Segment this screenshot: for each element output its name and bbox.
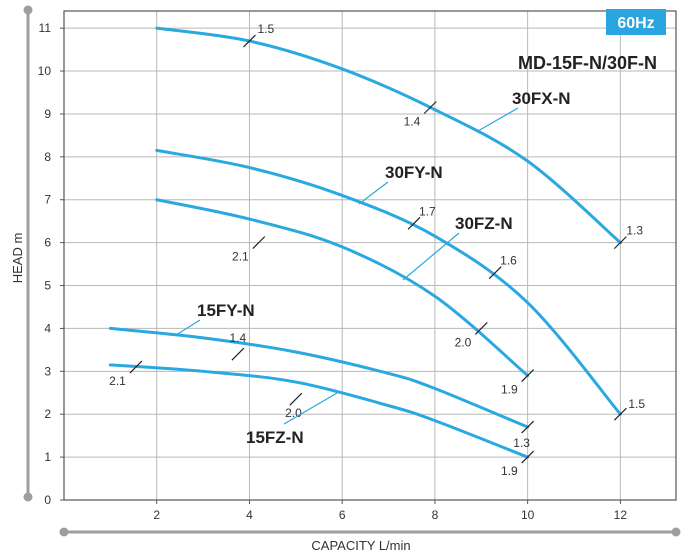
- series-name-label: 15FZ-N: [246, 428, 304, 447]
- y-axis-title: HEAD m: [10, 233, 25, 284]
- plot-frame: [63, 10, 677, 501]
- y-tick-label: 7: [44, 193, 51, 207]
- frequency-badge: [606, 9, 666, 35]
- efficiency-slash: [613, 407, 627, 421]
- frequency-badge-text: 60Hz: [617, 15, 654, 32]
- y-axis-rail-dot: [23, 492, 33, 502]
- labels: 60Hz MD-15F-N/30F-N CAPACITY L/min HEAD …: [10, 9, 666, 553]
- efficiency-label: 1.5: [257, 22, 274, 36]
- efficiency-label: 1.4: [404, 115, 421, 129]
- series-leader-line: [283, 392, 338, 425]
- x-tick-label: 4: [246, 508, 253, 522]
- x-tick-label: 2: [153, 508, 160, 522]
- efficiency-label: 1.4: [230, 331, 247, 345]
- series-line-30fz-n: [155, 198, 530, 378]
- x-tick-label: 6: [339, 508, 346, 522]
- series-leader-line: [477, 107, 519, 132]
- efficiency-slash: [521, 420, 535, 434]
- series-name-label: 30FZ-N: [455, 214, 513, 233]
- efficiency-label: 1.9: [501, 464, 518, 478]
- efficiency-slash: [289, 392, 303, 406]
- chart-title: MD-15F-N/30F-N: [518, 53, 657, 73]
- y-tick-label: 3: [44, 364, 51, 378]
- efficiency-slash: [243, 34, 256, 48]
- y-tick-label: 0: [44, 493, 51, 507]
- series-lines: [108, 26, 622, 459]
- series-leader-line: [358, 181, 389, 205]
- y-tick-label: 11: [39, 21, 52, 35]
- series-name-label: 30FX-N: [512, 89, 571, 108]
- y-tick-label: 4: [44, 321, 51, 335]
- y-tick-label: 2: [44, 407, 51, 421]
- efficiency-slash: [423, 101, 437, 114]
- series-line-15fz-n: [108, 363, 530, 459]
- y-tick-label: 6: [44, 236, 51, 250]
- efficiency-slash: [252, 236, 266, 250]
- efficiency-label: 2.1: [232, 250, 249, 264]
- x-tick-label: 12: [614, 508, 628, 522]
- efficiency-slash: [521, 369, 535, 383]
- efficiency-label: 2.1: [109, 374, 126, 388]
- efficiency-label: 1.6: [500, 254, 517, 268]
- efficiency-label: 1.5: [628, 397, 645, 411]
- x-tick-label: 10: [521, 508, 535, 522]
- efficiency-slash: [613, 236, 627, 250]
- series-line-15fy-n: [108, 326, 530, 429]
- efficiency-slash: [521, 450, 535, 464]
- series-line-30fy-n: [155, 148, 622, 416]
- y-axis-rail-dot: [23, 5, 33, 15]
- y-tick-label: 9: [44, 107, 51, 121]
- efficiency-slash: [407, 216, 421, 230]
- y-tick-label: 8: [44, 150, 51, 164]
- y-tick-label: 1: [44, 450, 51, 464]
- efficiency-label: 1.3: [626, 224, 643, 238]
- efficiency-label: 1.9: [501, 383, 518, 397]
- series-leader-line: [402, 232, 460, 281]
- efficiency-slash: [474, 321, 488, 335]
- efficiency-label: 2.0: [455, 335, 472, 349]
- efficiency-label: 2.0: [285, 406, 302, 420]
- x-axis-title: CAPACITY L/min: [311, 538, 410, 553]
- efficiency-slash: [231, 347, 245, 361]
- efficiency-annotations: 1.5 1.4 1.3 1.7 1.6 1.5 2.1 2.0 1.9 1.4 1.3 2.1 2.0 1…: [109, 22, 645, 478]
- efficiency-label: 1.3: [513, 436, 530, 450]
- y-tick-label: 10: [38, 64, 52, 78]
- efficiency-label: 1.7: [419, 204, 436, 218]
- efficiency-slash: [129, 360, 143, 374]
- grid: [64, 11, 676, 501]
- x-tick-label: 8: [432, 508, 439, 522]
- x-axis-rail-dot: [59, 527, 69, 537]
- x-axis-rail-dot: [671, 527, 681, 537]
- y-tick-label: 5: [44, 279, 51, 293]
- efficiency-slash: [488, 266, 502, 280]
- series-leader-line: [175, 319, 201, 336]
- series-line-30fx-n: [155, 26, 622, 245]
- series-name-label: 30FY-N: [385, 163, 443, 182]
- series-name-label: 15FY-N: [197, 301, 255, 320]
